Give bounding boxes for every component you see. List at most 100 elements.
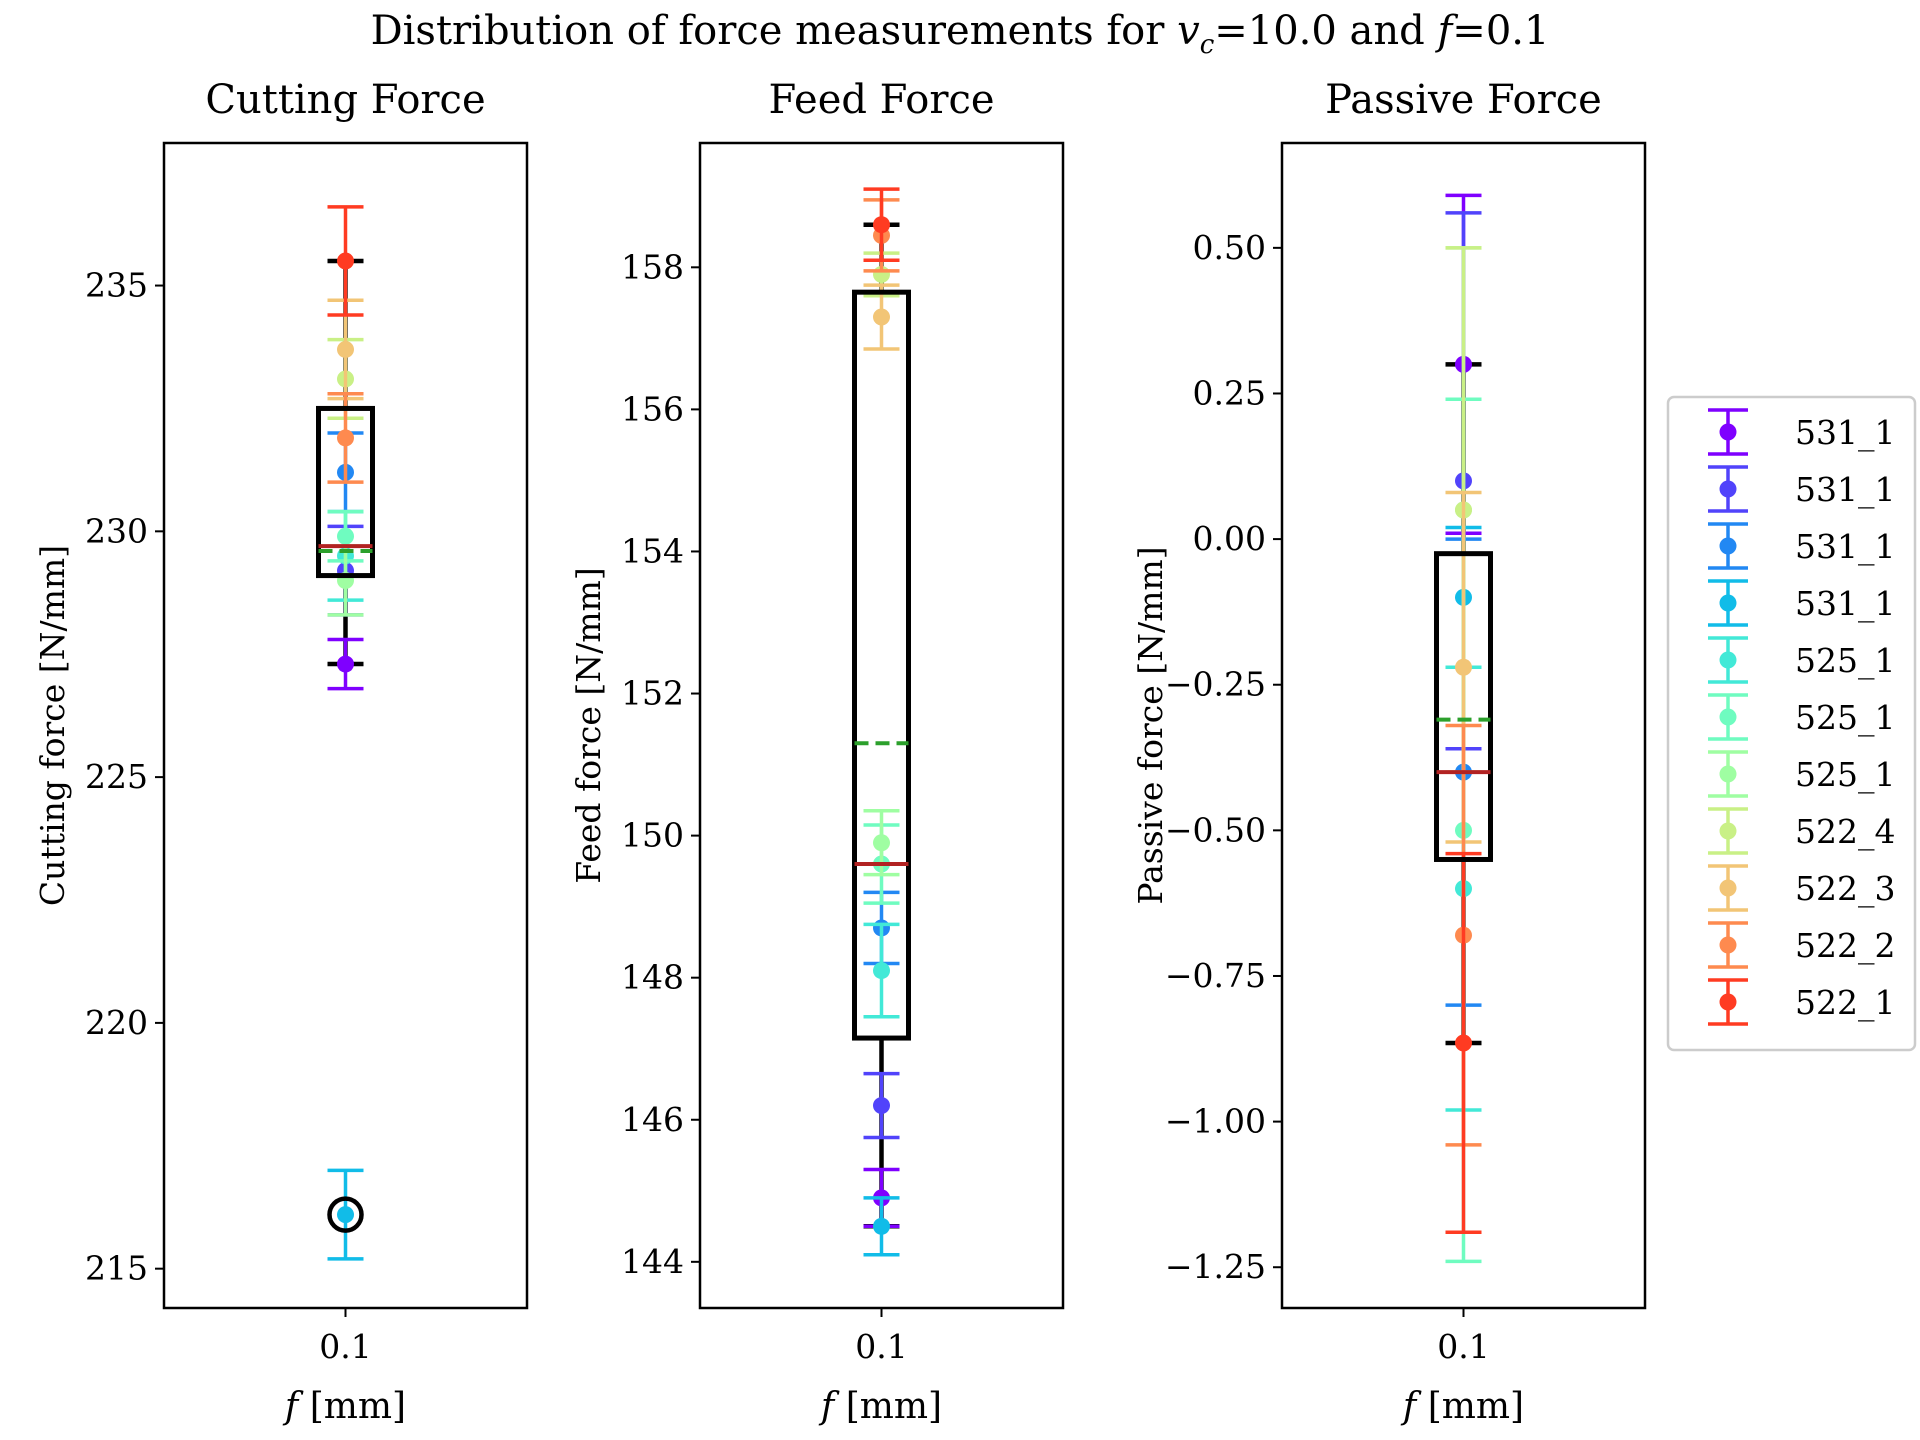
y-tick-label: −0.25 bbox=[1165, 665, 1266, 704]
y-tick-label: 220 bbox=[85, 1003, 148, 1042]
y-tick-label: 144 bbox=[621, 1242, 684, 1281]
figure-title: Distribution of force measurements for v… bbox=[371, 8, 1550, 60]
axes-frame bbox=[1280, 141, 1647, 1310]
legend-marker bbox=[1719, 651, 1737, 669]
x-axis-label: f [mm] bbox=[282, 1386, 406, 1427]
x-tick-label: 0.1 bbox=[1437, 1327, 1489, 1366]
legend-marker bbox=[1719, 480, 1737, 498]
errorbar-point bbox=[1445, 851, 1482, 1235]
subplot-3: Passive Force 0.50 0.25 0.00 −0.25 −0.50 −0.75… bbox=[1131, 77, 1647, 1427]
errorbar-point bbox=[863, 922, 900, 1019]
subplot-title: Passive Force bbox=[1325, 77, 1602, 123]
x-axis-label: f [mm] bbox=[818, 1386, 942, 1427]
legend-marker bbox=[1719, 822, 1737, 840]
errorbar-point bbox=[327, 544, 364, 617]
x-tick-label: 0.1 bbox=[855, 1327, 907, 1366]
y-tick-label: −1.25 bbox=[1165, 1247, 1266, 1286]
legend-label: 522_3 bbox=[1795, 869, 1895, 909]
errorbar-point bbox=[327, 637, 364, 691]
y-tick-label: −0.75 bbox=[1165, 956, 1266, 995]
y-tick-label: 0.25 bbox=[1193, 373, 1266, 412]
legend-entry: 522_1 bbox=[1708, 978, 1895, 1026]
y-tick-label: 152 bbox=[621, 674, 684, 713]
data-point bbox=[873, 834, 890, 852]
y-tick-label: 0.00 bbox=[1193, 519, 1266, 558]
y-axis-label: Passive force [N/mm] bbox=[1131, 546, 1170, 904]
outlier-marker bbox=[327, 1196, 364, 1233]
legend-marker bbox=[1719, 765, 1737, 783]
legend-marker bbox=[1719, 537, 1737, 555]
data-point bbox=[1455, 658, 1472, 676]
errorbar-point bbox=[863, 1196, 900, 1257]
data-point bbox=[337, 340, 354, 358]
y-tick-label: 148 bbox=[621, 958, 684, 997]
legend-label: 522_1 bbox=[1795, 983, 1895, 1023]
legend-marker bbox=[1719, 594, 1737, 612]
legend-entry: 522_4 bbox=[1708, 807, 1895, 855]
legend-marker bbox=[1719, 423, 1737, 441]
legend-entry: 531_1 bbox=[1708, 465, 1895, 513]
data-point bbox=[337, 252, 354, 270]
y-tick-label: 156 bbox=[621, 389, 684, 428]
subplots: Cutting Force 215 220 225 230 235 Cutting forc… bbox=[33, 77, 1647, 1427]
errorbar-point bbox=[863, 283, 900, 351]
legend-label: 525_1 bbox=[1795, 641, 1895, 681]
y-tick-label: 158 bbox=[621, 247, 684, 286]
legend-label: 525_1 bbox=[1795, 755, 1895, 795]
legend-label: 531_1 bbox=[1795, 470, 1895, 510]
subplot-title: Cutting Force bbox=[205, 77, 485, 123]
subplot-2: Feed Force 144 146 148 150 152 154 156 158 Feed f… bbox=[569, 77, 1065, 1427]
data-point bbox=[873, 308, 890, 326]
box-iqr bbox=[852, 289, 911, 1041]
legend-entry: 525_1 bbox=[1708, 693, 1895, 741]
errorbar-point bbox=[327, 1168, 364, 1261]
legend-marker bbox=[1719, 936, 1737, 954]
y-tick-label: 215 bbox=[85, 1249, 148, 1288]
data-point bbox=[873, 1217, 890, 1235]
legend-label: 531_1 bbox=[1795, 584, 1895, 624]
x-axis-label: f [mm] bbox=[1400, 1386, 1524, 1427]
data-point bbox=[873, 1097, 890, 1115]
y-tick-label: 225 bbox=[85, 757, 148, 796]
box-iqr bbox=[316, 405, 375, 579]
data-point bbox=[873, 216, 890, 234]
legend-entry: 531_1 bbox=[1708, 522, 1895, 570]
legend-entry: 525_1 bbox=[1708, 750, 1895, 798]
data-point bbox=[337, 655, 354, 673]
data-point bbox=[337, 429, 354, 447]
subplot-title: Feed Force bbox=[768, 77, 994, 123]
box-iqr bbox=[1434, 551, 1493, 862]
legend-marker bbox=[1719, 708, 1737, 726]
data-point bbox=[1455, 1034, 1472, 1052]
legend-label: 522_4 bbox=[1795, 812, 1895, 852]
data-point bbox=[873, 962, 890, 980]
y-tick-label: 0.50 bbox=[1193, 228, 1266, 267]
y-tick-label: 154 bbox=[621, 531, 684, 570]
legend-label: 522_2 bbox=[1795, 926, 1895, 966]
legend-label: 531_1 bbox=[1795, 413, 1895, 453]
errorbar-point bbox=[863, 1071, 900, 1140]
legend-entry: 522_3 bbox=[1708, 864, 1895, 912]
legend-label: 531_1 bbox=[1795, 527, 1895, 567]
y-tick-label: 150 bbox=[621, 816, 684, 855]
errorbar-point bbox=[327, 205, 364, 317]
y-axis-label: Cutting force [N/mm] bbox=[33, 545, 72, 906]
legend-entry: 531_1 bbox=[1708, 579, 1895, 627]
errorbar-point bbox=[863, 187, 900, 262]
x-tick-label: 0.1 bbox=[319, 1327, 371, 1366]
axes-frame bbox=[162, 141, 529, 1310]
legend-entry: 522_2 bbox=[1708, 921, 1895, 969]
axes-frame bbox=[698, 141, 1065, 1310]
legend-entry: 525_1 bbox=[1708, 636, 1895, 684]
legend-marker bbox=[1719, 879, 1737, 897]
y-tick-label: −1.00 bbox=[1165, 1102, 1266, 1141]
y-axis-label: Feed force [N/mm] bbox=[569, 567, 608, 883]
subplot-1: Cutting Force 215 220 225 230 235 Cutting forc… bbox=[33, 77, 529, 1427]
y-tick-label: 146 bbox=[621, 1100, 684, 1139]
y-tick-label: 235 bbox=[85, 266, 148, 305]
y-tick-label: 230 bbox=[85, 511, 148, 550]
legend-entry: 531_1 bbox=[1708, 408, 1895, 456]
legend: 531_1 531_1 531_1 531_1 525_1 525_1 525_1 522_4… bbox=[1666, 395, 1917, 1052]
data-point bbox=[337, 1206, 354, 1224]
